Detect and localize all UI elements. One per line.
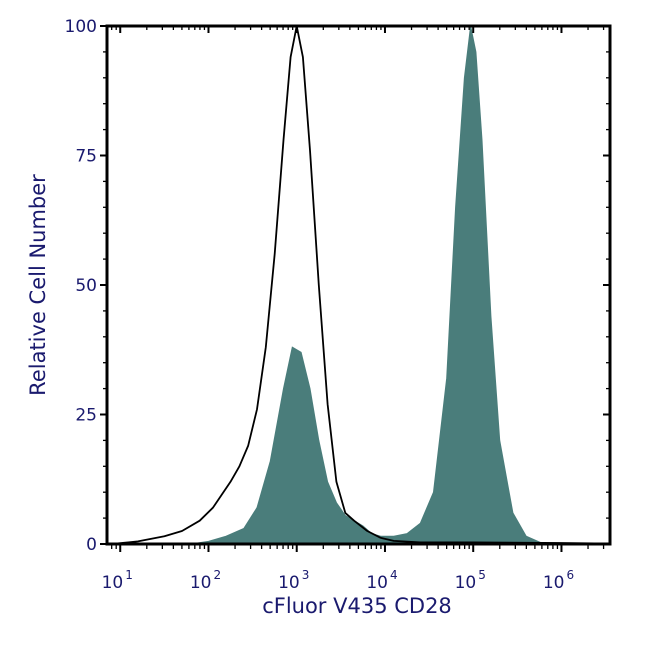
x-tick-label: 10 5	[455, 568, 486, 593]
y-tick-label: 0	[86, 535, 97, 555]
y-axis-title: Relative Cell Number	[26, 174, 50, 396]
y-tick-label: 75	[75, 147, 97, 167]
x-tick-label: 10 4	[366, 568, 397, 593]
x-tick-label: 10 6	[543, 568, 574, 593]
histogram-filled-cd28	[190, 25, 545, 545]
y-tick-label: 25	[75, 406, 97, 426]
x-axis-title: cFluor V435 CD28	[262, 594, 452, 618]
x-tick-label: 10 3	[278, 568, 309, 593]
y-tick-label: 50	[75, 276, 97, 296]
y-tick-label: 100	[65, 17, 97, 37]
x-tick-label: 10 2	[190, 568, 221, 593]
plot-frame	[105, 24, 612, 546]
histogram-outline-control	[111, 25, 606, 545]
x-tick-label: 10 1	[102, 568, 133, 593]
